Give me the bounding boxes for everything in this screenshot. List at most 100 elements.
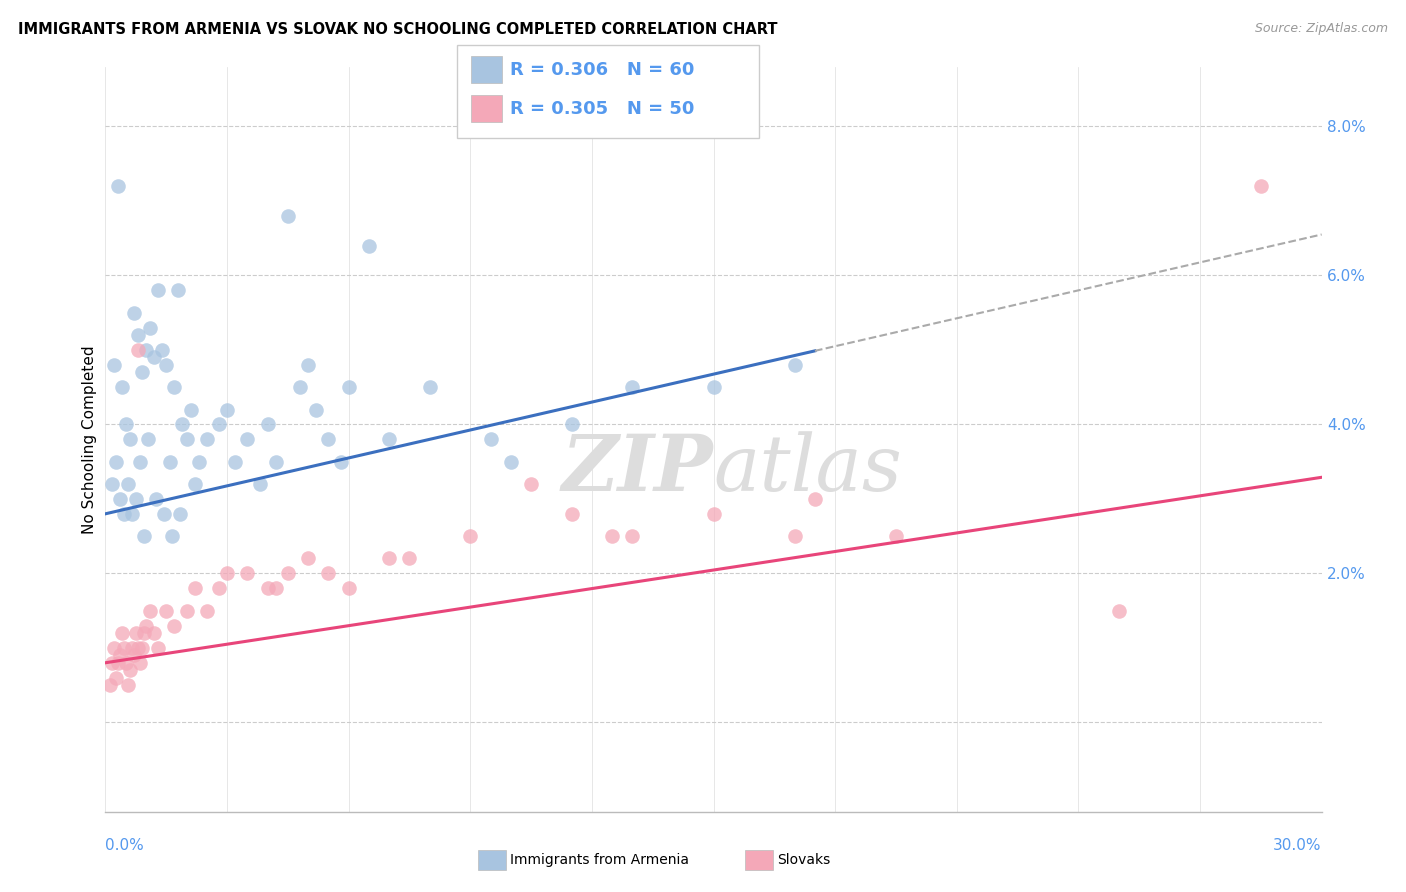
Point [135,343,157,357]
Point [139,604,162,618]
Point [122,306,145,320]
Point [104,455,127,469]
Point [163,618,186,632]
Point [143,351,166,365]
Point [100,477,122,491]
Point [305,402,328,417]
Text: R = 0.306   N = 60: R = 0.306 N = 60 [510,61,695,78]
Point [783,358,806,372]
Point [318,566,340,581]
Point [132,626,155,640]
Point [114,417,136,432]
Point [127,328,149,343]
Point [150,343,173,357]
Point [118,663,141,677]
Text: ZIP: ZIP [562,431,713,508]
Text: Immigrants from Armenia: Immigrants from Armenia [510,853,689,867]
Point [169,507,191,521]
Point [98,678,121,692]
Point [100,656,122,670]
Point [108,491,131,506]
Point [236,566,259,581]
Point [337,380,360,394]
Point [167,284,190,298]
Point [561,417,583,432]
Point [112,507,135,521]
Point [121,640,143,655]
Point [256,582,278,596]
Point [337,582,360,596]
Point [121,507,143,521]
Point [621,380,644,394]
Point [378,433,401,447]
Point [146,640,169,655]
Point [159,455,181,469]
Point [111,380,134,394]
Point [249,477,271,491]
Point [600,529,623,543]
Point [136,433,159,447]
Text: atlas: atlas [713,431,903,508]
Point [183,582,205,596]
Point [702,380,725,394]
Point [1108,604,1130,618]
Point [378,551,401,566]
Point [195,604,218,618]
Point [329,455,352,469]
Point [264,455,287,469]
Point [702,507,725,521]
Point [297,358,319,372]
Point [125,626,148,640]
Point [183,477,205,491]
Point [118,433,141,447]
Point [277,566,299,581]
Text: R = 0.305   N = 50: R = 0.305 N = 50 [510,100,695,118]
Point [107,179,129,194]
Point [103,358,125,372]
Point [561,507,583,521]
Point [104,671,127,685]
Point [125,491,148,506]
Point [499,455,522,469]
Point [111,626,134,640]
Point [277,209,299,223]
Point [195,433,218,447]
Point [1250,179,1272,194]
Point [804,491,827,506]
Point [114,656,136,670]
Text: Slovaks: Slovaks [778,853,831,867]
Point [297,551,319,566]
Point [127,640,149,655]
Point [172,417,194,432]
Point [176,604,198,618]
Point [236,433,259,447]
Point [224,455,246,469]
Point [458,529,481,543]
Point [146,284,169,298]
Text: Source: ZipAtlas.com: Source: ZipAtlas.com [1254,22,1388,36]
Point [143,626,166,640]
Point [131,640,153,655]
Point [135,618,157,632]
Point [107,656,129,670]
Point [155,358,177,372]
Point [127,343,149,357]
Point [129,656,152,670]
Point [783,529,806,543]
Point [357,238,380,252]
Point [479,433,502,447]
Text: 0.0%: 0.0% [105,838,145,853]
Point [117,477,139,491]
Point [139,320,162,334]
Point [103,640,125,655]
Point [162,529,184,543]
Point [621,529,644,543]
Point [129,455,152,469]
Point [176,433,198,447]
Point [520,477,543,491]
Point [208,417,231,432]
Point [155,604,177,618]
Point [112,640,135,655]
Point [163,380,186,394]
Point [318,433,340,447]
